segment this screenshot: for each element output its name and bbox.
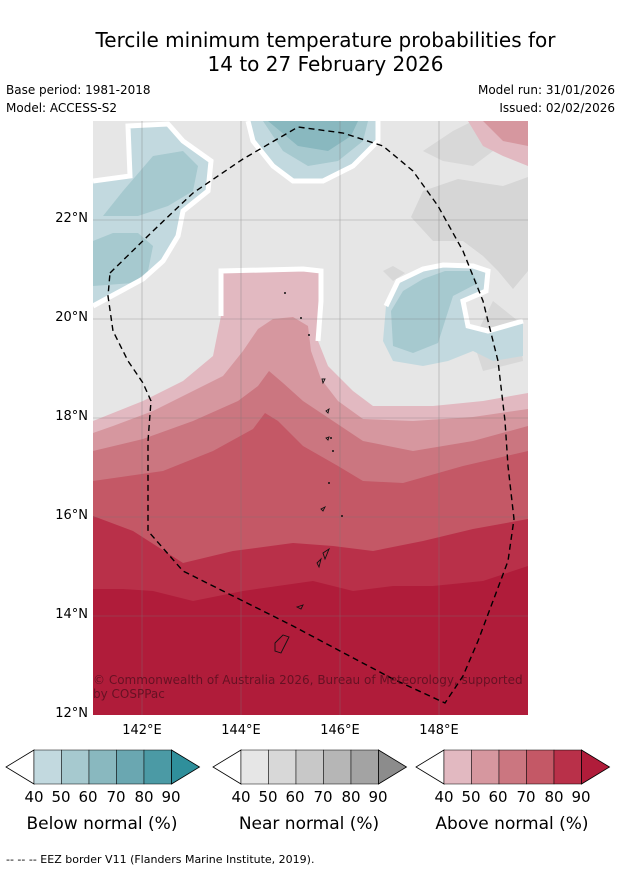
colorbar-segment [268, 749, 297, 785]
y-tick-22n: 22°N [55, 211, 88, 226]
x-tick-146e: 146°E [320, 723, 360, 738]
island-rota [295, 604, 304, 610]
island-small-2 [325, 436, 330, 441]
above-50-north-east [483, 121, 528, 146]
page-title: Tercile minimum temperature probabilitie… [0, 28, 621, 76]
below-50-west [93, 233, 153, 286]
colorbar-left-extend [212, 749, 242, 785]
y-tick-16n: 16°N [55, 508, 88, 523]
colorbar-segment [553, 749, 582, 785]
colorbar-segment [61, 749, 90, 785]
y-tick-20n: 20°N [55, 310, 88, 325]
title-line-1: Tercile minimum temperature probabilitie… [95, 28, 556, 52]
cbar-tick: 90 [571, 788, 591, 806]
colorbar-segment [295, 749, 324, 785]
x-tick-142e: 142°E [122, 723, 162, 738]
eez-border [107, 126, 515, 704]
island-small-4 [321, 378, 326, 385]
colorbar-segment [33, 749, 62, 785]
below-50-north-west [103, 151, 198, 216]
cbar-tick: 70 [106, 788, 126, 806]
meta-right: Model run: 31/01/2026 Issued: 02/02/2026 [478, 81, 615, 117]
model-name: Model: ACCESS-S2 [6, 101, 118, 115]
halo-above [218, 266, 324, 342]
issued-date: Issued: 02/02/2026 [499, 101, 615, 115]
below-50-east [391, 271, 478, 353]
colorbar-right-extend [378, 749, 408, 785]
footer-note: -- -- -- EEZ border V11 (Flanders Marine… [6, 853, 315, 866]
colorbar-segment [350, 749, 379, 785]
colorbar-segment [240, 749, 269, 785]
cbar-tick: 90 [368, 788, 388, 806]
colorbar-below-title: Below normal (%) [26, 814, 178, 834]
island-guam [274, 634, 290, 654]
halo-east [383, 262, 524, 334]
probability-map [93, 121, 528, 715]
colorbar-above-title: Above normal (%) [435, 814, 589, 834]
x-tick-144e: 144°E [221, 723, 261, 738]
colorbar-segment [443, 749, 472, 785]
colorbar-left-extend [415, 749, 445, 785]
cbar-tick: 80 [134, 788, 154, 806]
meta-left: Base period: 1981-2018 Model: ACCESS-S2 [6, 81, 151, 117]
colorbars [5, 749, 611, 785]
colorbar-segment [323, 749, 352, 785]
y-tick-18n: 18°N [55, 409, 88, 424]
cbar-tick: 60 [78, 788, 98, 806]
cbar-tick: 40 [231, 788, 251, 806]
cbar-tick: 90 [161, 788, 181, 806]
colorbar-segment [526, 749, 555, 785]
below-60-north [268, 121, 358, 151]
cbar-tick: 40 [434, 788, 454, 806]
x-tick-148e: 148°E [419, 723, 459, 738]
cbar-tick: 60 [488, 788, 508, 806]
y-tick-12n: 12°N [55, 706, 88, 721]
cbar-tick: 70 [313, 788, 333, 806]
map-gridlines [93, 121, 528, 715]
colorbar-segment [88, 749, 117, 785]
colorbar-near-title: Near normal (%) [238, 814, 380, 834]
colorbar-below [5, 749, 201, 785]
copyright-text: © Commonwealth of Australia 2026, Bureau… [93, 673, 523, 701]
colorbar-right-extend [581, 749, 611, 785]
cbar-tick: 80 [341, 788, 361, 806]
island-dots [284, 292, 343, 517]
near-50-patch-2 [383, 266, 405, 281]
halo-north [245, 121, 381, 184]
above-90-region [93, 566, 528, 715]
island-tinian [316, 557, 322, 569]
islands [274, 378, 330, 654]
colorbar-segment [471, 749, 500, 785]
near-50-patch [411, 177, 528, 289]
island-small-3 [325, 407, 330, 414]
halo-north-west [93, 121, 214, 309]
y-tick-14n: 14°N [55, 607, 88, 622]
colorbar-segment [143, 749, 172, 785]
cbar-tick: 50 [461, 788, 481, 806]
colorbar-near [212, 749, 408, 785]
model-run: Model run: 31/01/2026 [477, 83, 615, 97]
cbar-tick: 70 [516, 788, 536, 806]
island-small-1 [320, 505, 327, 512]
title-line-2: 14 to 27 February 2026 [207, 52, 444, 76]
colorbar-segment [116, 749, 145, 785]
cbar-tick: 40 [24, 788, 44, 806]
cbar-tick: 60 [285, 788, 305, 806]
cbar-tick: 80 [544, 788, 564, 806]
colorbar-above [415, 749, 611, 785]
colorbar-segment [498, 749, 527, 785]
colorbar-left-extend [5, 749, 35, 785]
cbar-tick: 50 [258, 788, 278, 806]
cbar-tick: 50 [51, 788, 71, 806]
base-period: Base period: 1981-2018 [6, 83, 151, 97]
colorbar-right-extend [171, 749, 201, 785]
island-saipan [322, 547, 330, 561]
